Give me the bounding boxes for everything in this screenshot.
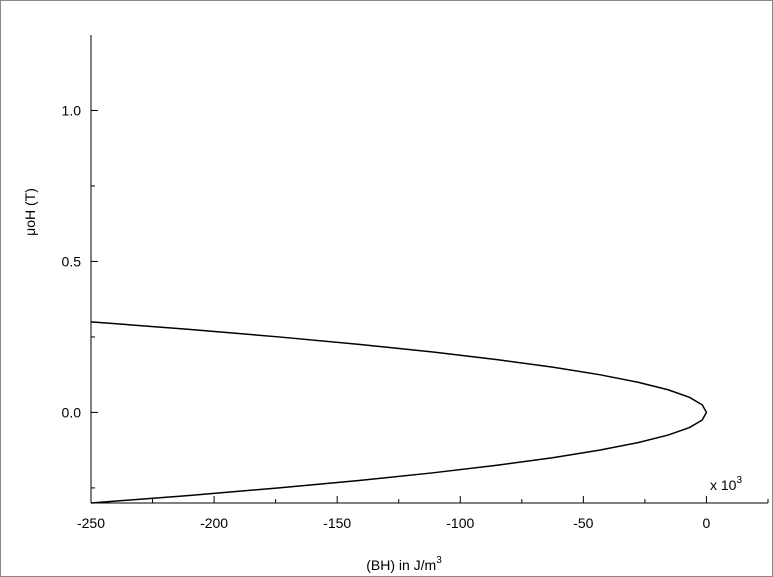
y-tick-label: 0.0 xyxy=(62,404,82,420)
x-axis-label-superscript: 3 xyxy=(436,555,442,566)
y-tick-label: 0.5 xyxy=(62,253,82,269)
x-multiplier-exponent: 3 xyxy=(736,475,742,486)
x-axis-label: (BH) in J/m3 xyxy=(366,555,442,573)
curve xyxy=(90,321,708,504)
x-tick-label: -150 xyxy=(323,515,351,531)
x-tick-label: -250 xyxy=(77,515,105,531)
y-tick-label: 1.0 xyxy=(62,102,82,118)
x-multiplier: x 103 xyxy=(710,475,742,493)
x-tick-label: -100 xyxy=(446,515,474,531)
x-tick-label: 0 xyxy=(703,515,711,531)
x-multiplier-base: x 10 xyxy=(710,477,737,493)
x-axis-label-text: (BH) in J/m xyxy=(366,557,436,573)
y-axis-label: μoH (T) xyxy=(22,188,38,236)
x-tick-label: -50 xyxy=(573,515,593,531)
x-tick-label: -200 xyxy=(200,515,228,531)
